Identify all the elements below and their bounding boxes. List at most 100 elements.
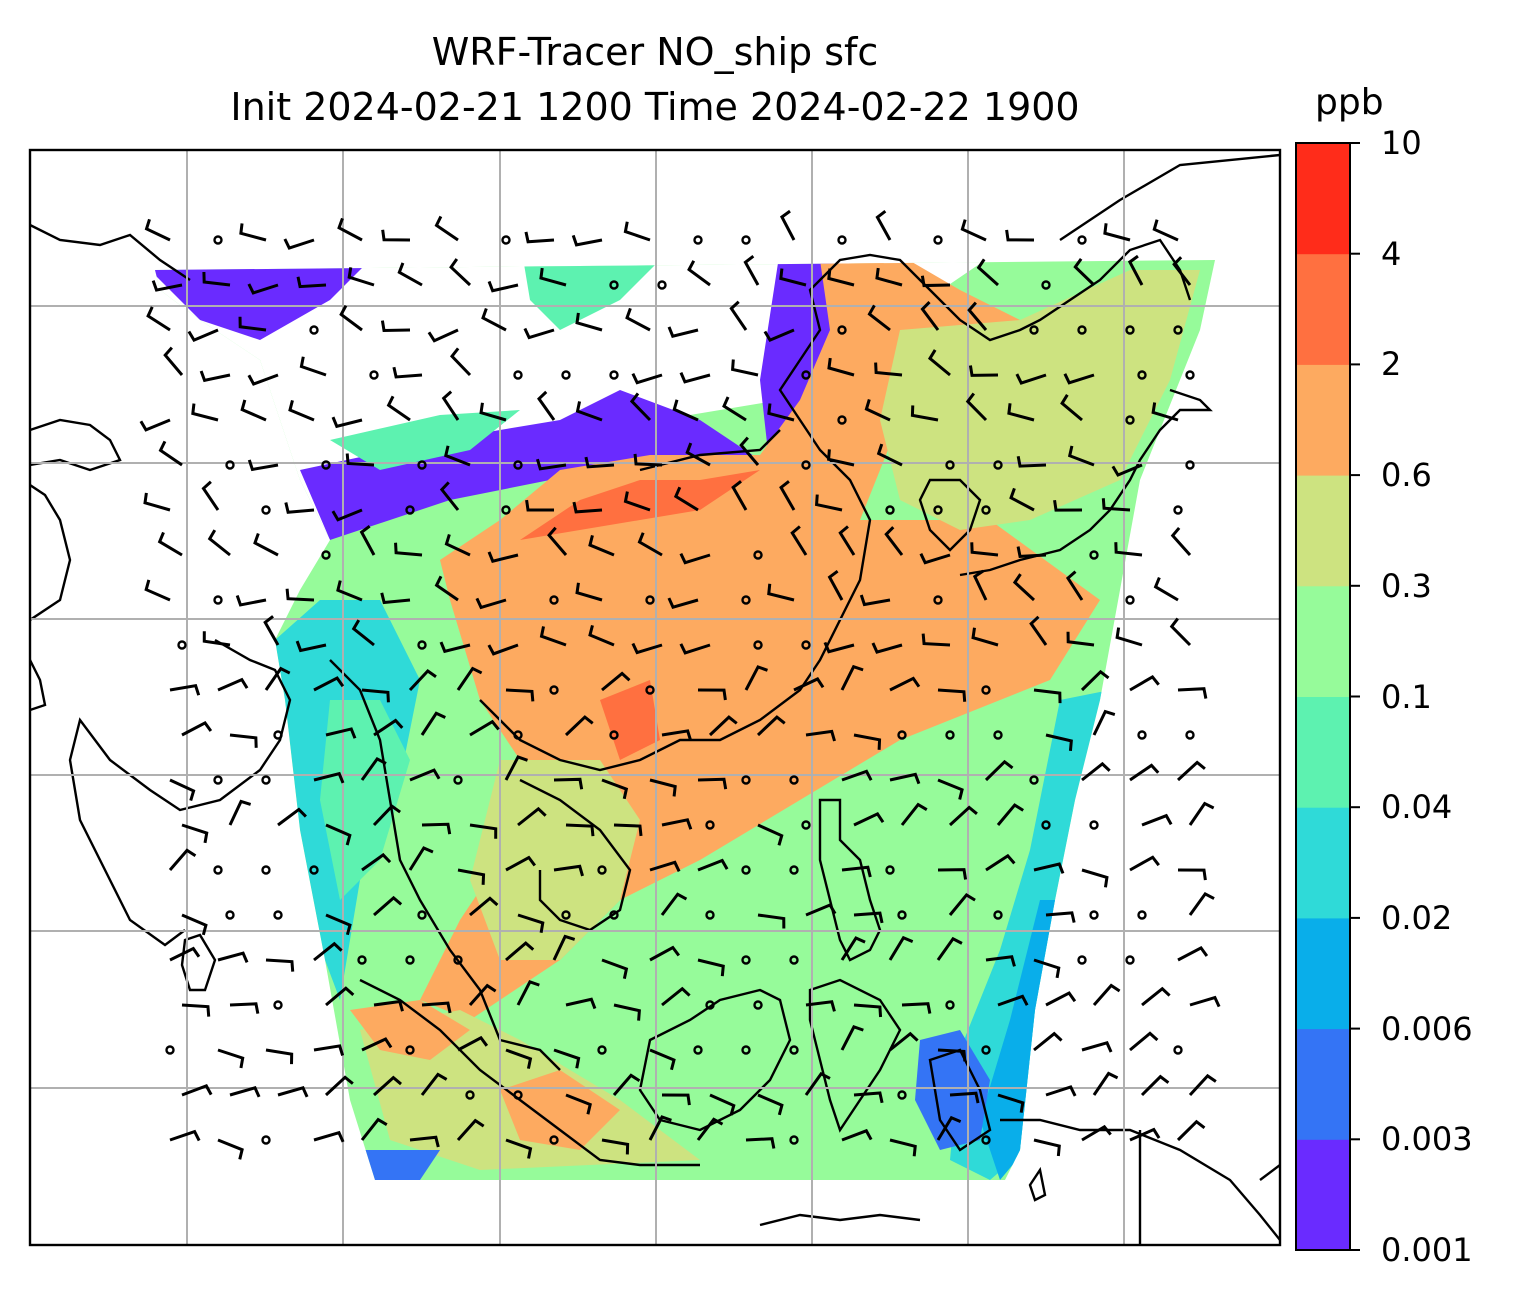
calm-wind-marker <box>549 595 559 605</box>
wind-barb <box>553 1048 581 1069</box>
calm-wind-marker <box>741 865 751 875</box>
calm-wind-marker <box>1185 460 1195 470</box>
wind-barb <box>444 445 471 467</box>
calm-wind-marker <box>645 595 655 605</box>
calm-wind-marker <box>789 1135 799 1145</box>
wind-barb <box>888 935 914 961</box>
wind-barb <box>345 453 375 467</box>
wind-barb <box>325 913 352 936</box>
wind-barb <box>697 958 725 977</box>
wind-barb <box>339 304 363 332</box>
wind-barb <box>457 1035 489 1052</box>
wind-barb <box>1012 573 1036 602</box>
wind-barb <box>277 807 307 827</box>
calm-wind-marker <box>597 1045 607 1055</box>
wind-barb <box>623 491 651 512</box>
wind-barb <box>1029 615 1048 646</box>
wind-barb <box>949 1091 980 1104</box>
wind-barb <box>313 676 345 692</box>
wind-barb <box>288 399 315 422</box>
colorbar-tick-label: 0.6 <box>1381 456 1432 495</box>
wind-barb <box>679 552 711 565</box>
wind-barb <box>469 719 500 737</box>
wind-barb <box>487 280 519 293</box>
wind-barb <box>1114 542 1143 557</box>
wind-barb <box>729 300 748 331</box>
wind-barb <box>889 1031 919 1052</box>
wind-barb <box>1016 546 1047 558</box>
wind-barb <box>277 1085 309 1098</box>
wind-barb <box>360 1117 388 1141</box>
wind-barb <box>1033 1031 1063 1052</box>
calm-wind-marker <box>597 865 607 875</box>
wind-barb <box>146 306 171 332</box>
wind-barb <box>731 359 759 377</box>
wind-barb <box>505 688 535 702</box>
wind-barb <box>745 1137 776 1149</box>
wind-barb <box>667 597 699 609</box>
wind-barb <box>648 1115 672 1141</box>
wind-barb <box>553 864 584 877</box>
wind-barb <box>427 328 459 343</box>
calm-wind-marker <box>405 505 415 515</box>
wind-barb <box>649 1048 676 1071</box>
calm-wind-marker <box>981 685 991 695</box>
wind-barb <box>239 223 267 242</box>
calm-wind-marker <box>1173 325 1183 335</box>
wind-barb <box>685 442 711 467</box>
wind-barb <box>889 1138 917 1157</box>
wind-barb <box>1189 995 1221 1008</box>
calm-wind-marker <box>213 865 223 875</box>
wind-barb <box>805 903 837 917</box>
calm-wind-marker <box>933 505 943 515</box>
colorbar-segment <box>1296 1028 1350 1140</box>
calm-wind-marker <box>741 595 751 605</box>
calm-wind-marker <box>273 1000 283 1010</box>
wind-barb <box>487 551 519 563</box>
calm-wind-marker <box>561 910 571 920</box>
calm-wind-marker <box>501 505 511 515</box>
wind-barb <box>629 392 652 422</box>
wind-barb <box>613 823 643 837</box>
calm-wind-marker <box>357 955 367 965</box>
wind-barb <box>936 936 963 961</box>
calm-wind-marker <box>417 640 427 650</box>
wind-barb <box>827 569 844 601</box>
colorbar-segment <box>1296 253 1350 365</box>
calm-wind-marker <box>453 775 463 785</box>
wind-barb <box>475 597 507 610</box>
calm-wind-marker <box>1089 910 1099 920</box>
wind-barb <box>575 312 603 332</box>
wind-barb <box>408 669 437 692</box>
wind-barb <box>696 1117 724 1141</box>
wind-barb <box>1007 403 1035 422</box>
wind-barb <box>875 267 903 287</box>
wind-barb <box>229 1002 260 1014</box>
calm-wind-marker <box>801 640 811 650</box>
wind-barb <box>229 733 258 748</box>
wind-barb <box>649 860 681 872</box>
wind-barb <box>373 895 403 917</box>
wind-barb <box>1092 709 1116 736</box>
calm-wind-marker <box>1041 280 1051 290</box>
wind-barb <box>517 913 545 934</box>
calm-wind-marker <box>885 505 895 515</box>
wind-barb <box>722 396 747 422</box>
wind-barb <box>1188 1073 1217 1097</box>
wind-barb <box>420 711 446 736</box>
wind-barb <box>169 778 196 801</box>
wind-barb <box>450 347 472 377</box>
wind-barb <box>479 402 507 422</box>
wind-barb <box>697 688 727 701</box>
wind-barb <box>985 955 1016 967</box>
wind-barb <box>351 619 375 647</box>
wind-barb <box>779 209 796 241</box>
wind-barb <box>673 486 699 512</box>
wind-barb <box>434 215 459 242</box>
calm-wind-marker <box>945 1000 955 1010</box>
wind-barb <box>661 986 691 1007</box>
wind-barb <box>187 328 219 342</box>
wind-barb <box>373 999 404 1012</box>
calm-wind-marker <box>1125 595 1135 605</box>
wind-barb <box>756 715 786 737</box>
